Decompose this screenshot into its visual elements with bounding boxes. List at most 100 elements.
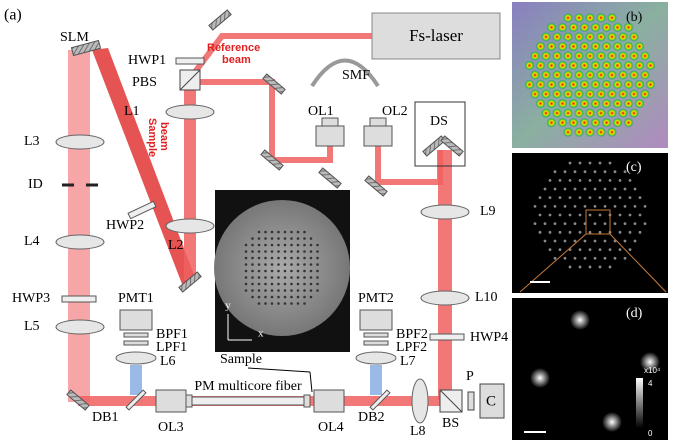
core xyxy=(297,302,300,305)
core xyxy=(277,296,280,299)
spot xyxy=(558,22,568,32)
spot xyxy=(552,70,562,80)
spot xyxy=(569,99,579,109)
core xyxy=(251,244,254,247)
spot xyxy=(607,13,617,23)
spot xyxy=(536,60,546,70)
spot xyxy=(559,179,562,182)
core xyxy=(297,289,300,292)
spot xyxy=(564,257,567,260)
core xyxy=(258,283,261,286)
spot xyxy=(584,205,587,208)
spot xyxy=(585,108,595,118)
core xyxy=(277,231,280,234)
core xyxy=(316,250,319,253)
spot xyxy=(563,32,573,42)
core xyxy=(264,263,267,266)
core xyxy=(264,231,267,234)
spot xyxy=(547,118,557,128)
spot xyxy=(634,240,637,243)
core xyxy=(303,250,306,253)
spot xyxy=(580,118,590,128)
spot xyxy=(596,127,606,137)
spot xyxy=(613,22,623,32)
spot xyxy=(549,231,552,234)
label: PM multicore fiber xyxy=(194,379,302,394)
spot xyxy=(624,188,627,191)
core xyxy=(303,289,306,292)
core xyxy=(316,283,319,286)
spot xyxy=(559,248,562,251)
spot xyxy=(619,248,622,251)
spot xyxy=(589,214,592,217)
spot xyxy=(539,214,542,217)
spot xyxy=(594,257,597,260)
spot xyxy=(599,248,602,251)
spot xyxy=(629,179,632,182)
spot xyxy=(569,162,572,165)
panel-c: (c) xyxy=(512,153,668,293)
label: L9 xyxy=(480,204,496,219)
spot xyxy=(640,51,650,61)
spot xyxy=(564,188,567,191)
spot xyxy=(599,231,602,234)
label: PMT2 xyxy=(358,291,394,306)
spot xyxy=(574,32,584,42)
core xyxy=(264,257,267,260)
spot xyxy=(547,60,557,70)
spot xyxy=(564,170,567,173)
core xyxy=(245,270,248,273)
core xyxy=(297,244,300,247)
core xyxy=(271,250,274,253)
label: HWP4 xyxy=(470,330,508,345)
core xyxy=(277,270,280,273)
core xyxy=(271,296,274,299)
core xyxy=(271,231,274,234)
spot xyxy=(609,196,612,199)
core xyxy=(284,289,287,292)
core xyxy=(251,296,254,299)
core xyxy=(258,231,261,234)
core xyxy=(245,263,248,266)
spot xyxy=(599,214,602,217)
spot xyxy=(558,118,568,128)
core xyxy=(251,237,254,240)
label: beam xyxy=(158,122,170,151)
core xyxy=(303,276,306,279)
label: C xyxy=(486,393,496,409)
spot xyxy=(563,89,573,99)
core xyxy=(310,257,313,260)
spot xyxy=(569,214,572,217)
core xyxy=(303,263,306,266)
core xyxy=(258,250,261,253)
core xyxy=(297,250,300,253)
spot xyxy=(559,214,562,217)
panel-label: (b) xyxy=(626,10,643,25)
core xyxy=(245,250,248,253)
spot xyxy=(569,22,579,32)
label: HWP3 xyxy=(12,291,50,306)
core xyxy=(303,231,306,234)
core xyxy=(251,263,254,266)
spot xyxy=(644,222,647,225)
spot xyxy=(585,70,595,80)
core xyxy=(290,244,293,247)
core xyxy=(297,237,300,240)
spot xyxy=(549,214,552,217)
core xyxy=(316,276,319,279)
panel-b: (b) xyxy=(512,2,668,148)
spot xyxy=(574,127,584,137)
spot xyxy=(541,51,551,61)
label: LPF1 xyxy=(156,340,187,355)
label: P xyxy=(466,369,474,384)
label: Fs-laser xyxy=(409,26,463,45)
spot xyxy=(599,266,602,269)
spot xyxy=(640,70,650,80)
spot xyxy=(554,188,557,191)
spot xyxy=(569,41,579,51)
spot xyxy=(591,118,601,128)
core xyxy=(290,270,293,273)
panel-label: (a) xyxy=(4,7,22,24)
spot xyxy=(541,108,551,118)
colorbar-label: 0 xyxy=(648,429,653,438)
